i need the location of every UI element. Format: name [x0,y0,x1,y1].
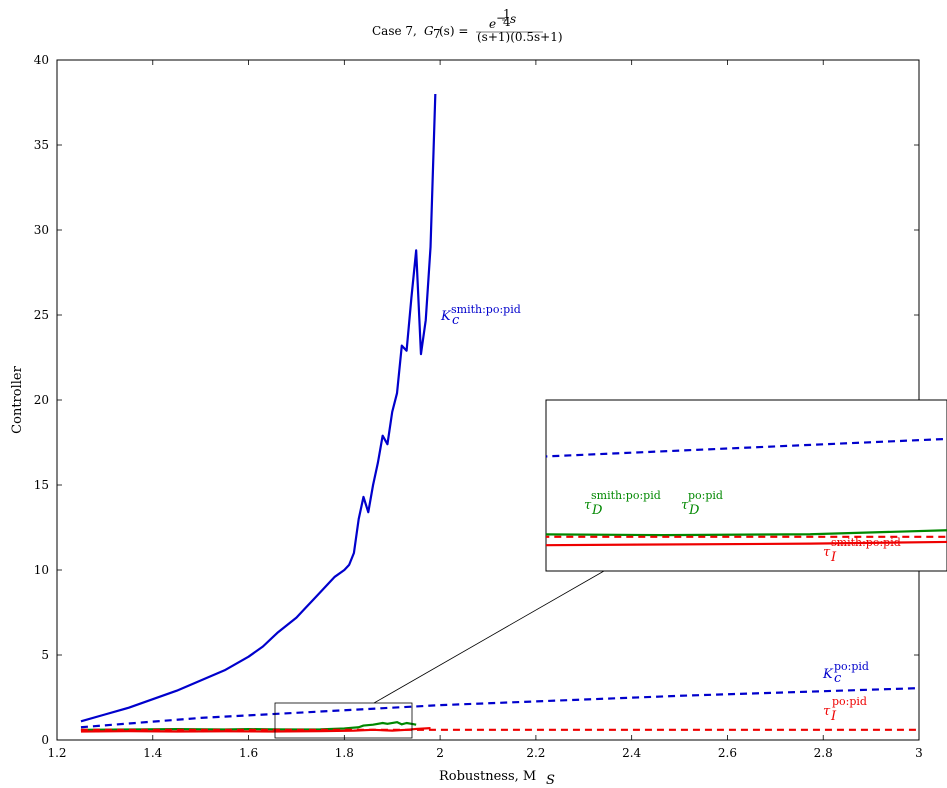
taud-po-sup: po:pid [688,489,723,502]
annotation-kc-smith: K c smith:po:pid [440,303,521,328]
y-tick-label: 20 [34,393,49,407]
y-tick-label: 30 [34,223,49,237]
chart-title: Case 7, G 7 (s) = e − 1 4 s (s+1)(0.5s+1… [372,7,563,44]
kc-smith-label: K [440,309,452,324]
x-tick-label: 2.8 [814,746,833,760]
annotation-taui-smith: τ I smith:po:pid [823,536,901,565]
x-tick-label: 1.2 [47,746,66,760]
taui-smith-label: τ [823,545,831,560]
series-line-2 [80,721,417,731]
annotation-taud-po: τ D po:pid [681,489,723,518]
title-g-sub: 7 [433,27,441,41]
title-den: (s+1)(0.5s+1) [477,30,563,44]
taud-po-label: τ [681,498,689,513]
y-axis-label: Controller [10,365,25,433]
title-num-frac-d: 4 [503,15,511,29]
taui-po-label: τ [823,704,831,719]
series-line-0 [80,93,437,723]
kc-po-sub: c [834,671,842,686]
y-tick-label: 40 [34,53,49,67]
annotation-kc-po: K c po:pid [822,660,869,686]
inset-series-layer [546,437,947,547]
taui-smith-sub: I [830,550,837,565]
kc-smith-sub: c [452,313,460,328]
x-tick-label: 2.6 [718,746,737,760]
y-tick-label: 0 [41,733,49,747]
title-num-s: s [510,12,516,26]
title-num-e: e [489,17,496,31]
y-tick-label: 35 [34,138,49,152]
title-arg: (s) = [439,24,468,38]
x-tick-label: 2 [436,746,444,760]
x-axis-label: Robustness, M [439,769,536,784]
series-layer [80,93,919,733]
taud-smith-label: τ [584,498,592,513]
taud-smith-sup: smith:po:pid [591,489,661,502]
y-tick-label: 5 [41,648,49,662]
kc-smith-sup: smith:po:pid [451,303,521,316]
x-tick-label: 1.8 [335,746,354,760]
title-prefix: Case 7, [372,24,417,38]
zoom-region-box [274,702,413,739]
y-tick-label: 25 [34,308,49,322]
y-tick-label: 15 [34,478,49,492]
x-tick-label: 2.4 [622,746,641,760]
annotation-taud-smith: τ D smith:po:pid [584,489,661,518]
title-num-exp: − [496,11,506,25]
x-axis-label-sub: S [546,773,555,788]
taui-po-sup: po:pid [832,695,867,708]
x-tick-label: 3 [915,746,923,760]
y-tick-label: 10 [34,563,49,577]
taud-smith-sub: D [591,503,603,518]
taui-po-sub: I [830,709,837,724]
x-tick-label: 2.2 [526,746,545,760]
annotation-taui-po: τ I po:pid [823,695,867,724]
title-g: G [424,24,434,38]
zoom-connector [373,570,605,704]
axis-ticks: 1.2 1.4 1.6 1.8 2 2.2 2.4 2.6 2.8 305101520253035… [34,53,923,760]
inset-series-line-3 [546,540,947,547]
taui-smith-sup: smith:po:pid [831,536,901,549]
series-line-1 [80,687,919,729]
kc-po-sup: po:pid [834,660,869,673]
title-num-frac-n: 1 [503,7,511,21]
x-tick-label: 1.6 [239,746,258,760]
x-tick-label: 1.4 [143,746,162,760]
kc-po-label: K [822,667,834,682]
taud-po-sub: D [688,503,700,518]
